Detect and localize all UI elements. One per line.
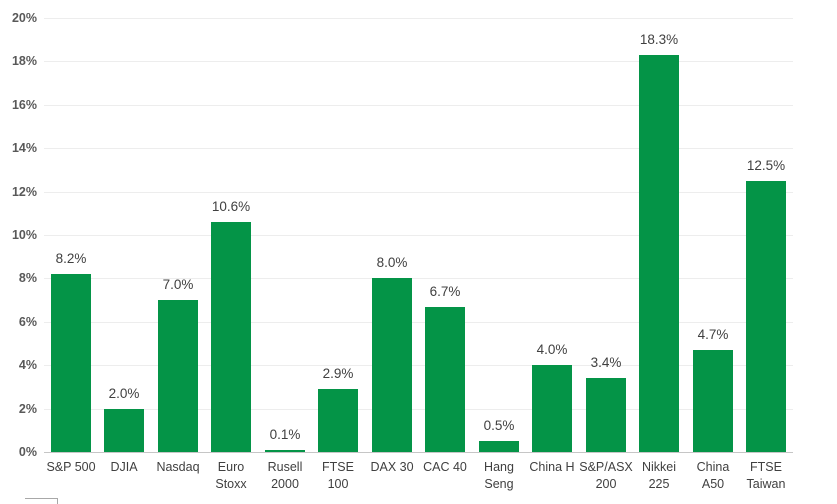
y-tick-label: 18% [11,54,37,68]
data-label: 18.3% [639,32,679,47]
bar-Rusell 2000 [265,450,305,452]
y-tick-label: 4% [18,358,37,372]
gridline [44,61,793,62]
data-label: 3.4% [590,355,622,370]
y-tick-label: 10% [11,228,37,242]
bar-Hang Seng [479,441,519,452]
data-label: 4.7% [697,327,729,342]
category-label: Nikkei 225 [641,460,677,491]
gridline [44,365,793,366]
y-tick-label: 8% [18,271,37,285]
bar-DAX 30 [372,278,412,452]
bar-China H [532,365,572,452]
category-label: China H [529,460,575,474]
category-label: FTSE 100 [322,460,354,491]
y-tick-label: 2% [18,402,37,416]
y-tick-label: 14% [11,141,37,155]
gridline [44,192,793,193]
data-label: 6.7% [429,284,461,299]
bar-FTSE Taiwan [746,181,786,452]
data-label: 0.5% [483,418,515,433]
category-label: DAX 30 [370,460,414,474]
category-label: S&P/ASX 200 [579,460,633,491]
bar-CAC 40 [425,307,465,452]
category-label: Nasdaq [156,460,200,474]
category-label: DJIA [110,460,138,474]
bar-DJIA [104,409,144,452]
data-label: 8.2% [55,251,87,266]
data-label: 8.0% [376,255,408,270]
bar-Euro Stoxx [211,222,251,452]
gridline [44,322,793,323]
y-tick-label: 16% [11,98,37,112]
data-label: 12.5% [746,158,786,173]
bar-S&P/ASX 200 [586,378,626,452]
y-tick-label: 0% [18,445,37,459]
data-label: 4.0% [536,342,568,357]
bar-FTSE 100 [318,389,358,452]
gridline [44,409,793,410]
gridline [44,105,793,106]
data-label: 7.0% [162,277,194,292]
x-axis-line [44,452,793,453]
category-label: CAC 40 [423,460,467,474]
data-label: 10.6% [211,199,251,214]
y-tick-label: 6% [18,315,37,329]
category-label: Hang Seng [484,460,514,491]
bar-Nikkei 225 [639,55,679,452]
category-label: FTSE Taiwan [746,460,786,491]
gridline [44,18,793,19]
cell-border-artifact [25,498,58,504]
category-label: Euro Stoxx [215,460,247,491]
bar-China A50 [693,350,733,452]
category-label: China A50 [696,460,730,491]
category-label: Rusell 2000 [267,460,303,491]
bar-S&P 500 [51,274,91,452]
bar-Nasdaq [158,300,198,452]
gridline [44,235,793,236]
data-label: 2.9% [322,366,354,381]
y-tick-label: 12% [11,185,37,199]
data-label: 0.1% [269,427,301,442]
data-label: 2.0% [108,386,140,401]
category-label: S&P 500 [46,460,96,474]
y-tick-label: 20% [11,11,37,25]
gridline [44,148,793,149]
